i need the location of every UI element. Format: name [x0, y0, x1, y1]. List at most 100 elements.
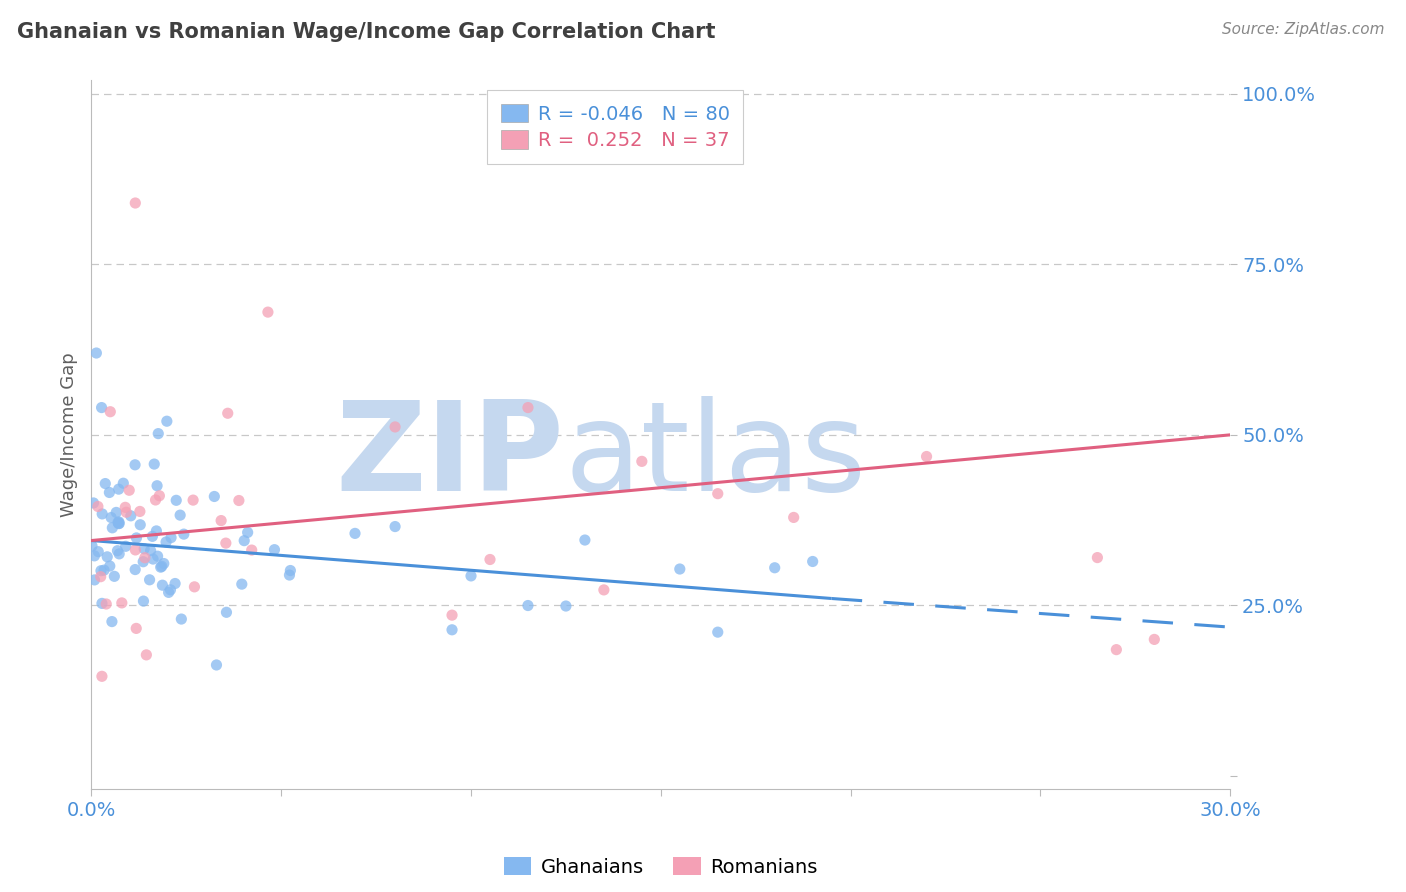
Point: [630, 454, 652, 468]
Point: [142, 552, 165, 566]
Point: [152, 578, 174, 592]
Point: [145, 524, 167, 538]
Point: [441, 608, 464, 623]
Point: [915, 450, 938, 464]
Point: [278, 568, 301, 582]
Point: [111, 596, 134, 610]
Point: [150, 559, 173, 574]
Point: [240, 543, 263, 558]
Point: [159, 582, 181, 597]
Point: [108, 516, 131, 531]
Point: [669, 562, 692, 576]
Point: [132, 555, 155, 569]
Point: [181, 493, 204, 508]
Point: [236, 525, 259, 540]
Point: [152, 557, 174, 571]
Point: [114, 500, 136, 515]
Point: [82, 496, 104, 510]
Point: [233, 533, 256, 548]
Point: [101, 521, 124, 535]
Point: [108, 547, 131, 561]
Point: [138, 573, 160, 587]
Point: [280, 564, 302, 578]
Point: [173, 527, 195, 541]
Point: [441, 623, 464, 637]
Point: [1105, 642, 1128, 657]
Point: [554, 599, 576, 613]
Point: [132, 594, 155, 608]
Point: [155, 535, 177, 549]
Point: [87, 500, 110, 514]
Point: [1143, 632, 1166, 647]
Point: [124, 196, 146, 211]
Text: ZIP: ZIP: [335, 396, 564, 516]
Point: [517, 401, 540, 415]
Y-axis label: Wage/Income Gap: Wage/Income Gap: [59, 352, 77, 517]
Point: [384, 420, 406, 434]
Point: [115, 505, 138, 519]
Point: [139, 543, 162, 558]
Point: [90, 564, 112, 578]
Point: [83, 549, 105, 563]
Point: [205, 657, 228, 672]
Point: [129, 517, 152, 532]
Point: [1087, 550, 1109, 565]
Point: [114, 539, 136, 553]
Point: [202, 490, 225, 504]
Point: [107, 482, 129, 496]
Point: [145, 493, 167, 508]
Point: [183, 580, 205, 594]
Point: [134, 541, 156, 556]
Point: [148, 426, 170, 441]
Point: [574, 533, 596, 547]
Point: [146, 549, 169, 564]
Point: [98, 405, 121, 419]
Point: [91, 507, 114, 521]
Point: [149, 560, 172, 574]
Text: Ghanaian vs Romanian Wage/Income Gap Correlation Chart: Ghanaian vs Romanian Wage/Income Gap Cor…: [17, 22, 716, 42]
Point: [93, 563, 115, 577]
Point: [107, 516, 129, 531]
Point: [124, 543, 146, 558]
Point: [148, 489, 170, 503]
Point: [215, 605, 238, 619]
Point: [134, 550, 156, 565]
Point: [107, 543, 129, 558]
Point: [90, 669, 112, 683]
Point: [98, 485, 121, 500]
Point: [86, 346, 108, 360]
Text: atlas: atlas: [564, 396, 866, 516]
Point: [217, 406, 239, 420]
Point: [96, 597, 118, 611]
Point: [105, 505, 128, 519]
Point: [108, 515, 131, 529]
Point: [478, 552, 501, 566]
Point: [141, 529, 163, 543]
Point: [125, 621, 148, 635]
Point: [101, 615, 124, 629]
Point: [384, 519, 406, 533]
Point: [215, 536, 238, 550]
Point: [707, 486, 730, 500]
Point: [98, 559, 121, 574]
Text: Source: ZipAtlas.com: Source: ZipAtlas.com: [1222, 22, 1385, 37]
Point: [146, 479, 169, 493]
Point: [165, 576, 187, 591]
Point: [165, 493, 187, 508]
Point: [91, 596, 114, 610]
Point: [228, 493, 250, 508]
Point: [96, 549, 118, 564]
Point: [170, 612, 193, 626]
Point: [160, 531, 183, 545]
Point: [157, 585, 180, 599]
Legend: Ghanaians, Romanians: Ghanaians, Romanians: [496, 849, 825, 884]
Point: [90, 570, 112, 584]
Point: [112, 476, 135, 491]
Point: [460, 569, 482, 583]
Point: [128, 504, 150, 518]
Point: [782, 510, 804, 524]
Point: [517, 599, 540, 613]
Point: [125, 531, 148, 545]
Point: [135, 648, 157, 662]
Point: [801, 554, 824, 568]
